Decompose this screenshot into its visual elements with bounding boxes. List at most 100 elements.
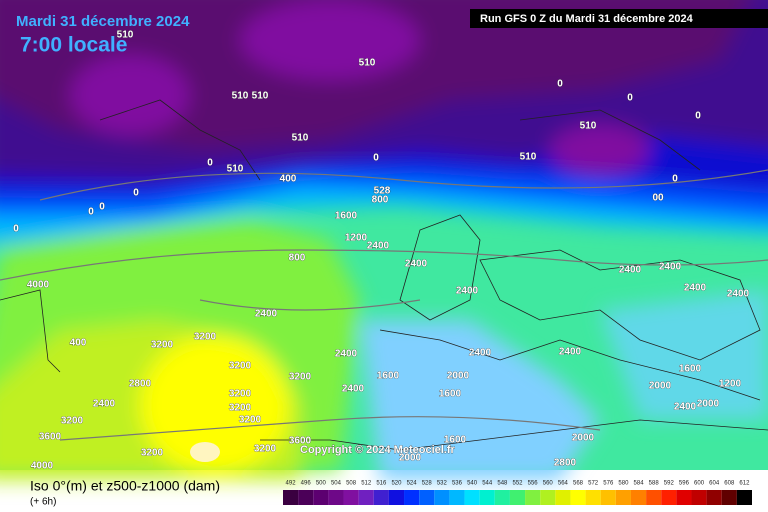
time-title: 7:00 locale xyxy=(20,34,127,57)
contour-label: 800 xyxy=(289,253,306,264)
contour-label: 1200 xyxy=(719,379,742,390)
legend-label: 576 xyxy=(603,481,614,487)
contour-label: 510 xyxy=(117,30,134,41)
legend-swatch xyxy=(419,490,435,505)
contour-label: 3200 xyxy=(229,361,252,372)
legend-label: 540 xyxy=(467,481,478,487)
legend-label: 548 xyxy=(497,481,508,487)
contour-label: 1600 xyxy=(335,211,358,222)
color-legend: 492 496 500 504 508 512 516 520 524 528 532 536 540 5… xyxy=(283,481,752,505)
legend-label: 528 xyxy=(422,481,433,487)
contour-label: 3200 xyxy=(289,372,312,383)
contour-label: 2400 xyxy=(335,349,358,360)
contour-label: 2000 xyxy=(572,433,595,444)
contour-label: 3200 xyxy=(229,389,252,400)
contour-label: 3200 xyxy=(61,416,84,427)
run-box xyxy=(470,9,768,28)
contour-label: 3200 xyxy=(239,415,262,426)
contour-label: 2400 xyxy=(469,348,492,359)
contour-label: 510 xyxy=(292,133,309,144)
contour-label: 510 xyxy=(580,121,597,132)
contour-label: 2400 xyxy=(619,265,642,276)
run-info: Run GFS 0 Z du Mardi 31 décembre 2024 xyxy=(480,13,694,25)
legend-swatch xyxy=(464,490,480,505)
date-title: Mardi 31 décembre 2024 xyxy=(16,13,190,30)
contour-label: 2400 xyxy=(342,384,365,395)
contour-label: 400 xyxy=(70,338,87,349)
legend-label: 600 xyxy=(694,481,705,487)
legend-label: 572 xyxy=(588,481,599,487)
map-background xyxy=(0,0,768,480)
legend-label: 584 xyxy=(634,481,645,487)
contour-label: 2400 xyxy=(559,347,582,358)
legend-label: 500 xyxy=(316,481,327,487)
contour-label: 4000 xyxy=(31,461,54,472)
contour-label: 2000 xyxy=(649,381,672,392)
contour-label: 2400 xyxy=(367,241,390,252)
contour-label: 400 xyxy=(280,174,297,185)
contour-label: 2400 xyxy=(93,399,116,410)
contour-label: 3200 xyxy=(141,448,164,459)
legend-swatch xyxy=(570,490,586,505)
contour-label: 0 xyxy=(373,153,379,164)
contour-label: 2400 xyxy=(684,283,707,294)
contour-line xyxy=(0,169,768,441)
contour-label: 1600 xyxy=(439,389,462,400)
legend-label: 612 xyxy=(739,481,750,487)
contour-label: 1600 xyxy=(679,364,702,375)
legend-swatch xyxy=(646,490,662,505)
contour-label: 510 xyxy=(227,164,244,175)
legend-swatch xyxy=(585,490,601,505)
legend-label: 552 xyxy=(512,481,523,487)
legend-swatch xyxy=(555,490,571,505)
contour-label: 4000 xyxy=(27,280,50,291)
legend-swatch xyxy=(691,490,707,505)
contour-label: 510 xyxy=(359,58,376,69)
contour-label: 1600 xyxy=(377,371,400,382)
contour-label: 510 xyxy=(232,91,249,102)
contour-label: 800 xyxy=(372,195,389,206)
contour-label: 0 xyxy=(13,224,19,235)
contour-label: 528 xyxy=(374,186,391,197)
legend-swatch xyxy=(298,490,314,505)
contour-label: 2000 xyxy=(399,453,422,464)
contour-label: 2400 xyxy=(727,289,750,300)
legend-label: 524 xyxy=(407,481,418,487)
contour-label: 2400 xyxy=(674,402,697,413)
yellow-spot xyxy=(190,442,220,462)
legend-swatch xyxy=(343,490,359,505)
legend-swatch xyxy=(525,490,541,505)
legend-swatch xyxy=(479,490,495,505)
legend-swatch xyxy=(494,490,510,505)
legend-swatch xyxy=(600,490,616,505)
legend-label: 588 xyxy=(649,481,660,487)
legend-label: 568 xyxy=(573,481,584,487)
legend-label: 608 xyxy=(724,481,735,487)
legend-label: 592 xyxy=(664,481,675,487)
legend-label: 508 xyxy=(346,481,357,487)
contour-label: 510 xyxy=(520,152,537,163)
legend-swatch xyxy=(509,490,526,505)
legend-swatch xyxy=(661,490,677,505)
legend-swatch xyxy=(373,490,389,505)
legend-swatch xyxy=(630,490,647,505)
contour-label: 3600 xyxy=(289,436,312,447)
coastline xyxy=(0,99,768,451)
footer-title: Iso 0°(m) et z500-z1000 (dam) xyxy=(30,478,220,494)
contour-label: 3200 xyxy=(229,403,252,414)
legend-label: 596 xyxy=(679,481,690,487)
footer-step: (+ 6h) xyxy=(30,497,56,508)
legend-label: 504 xyxy=(331,481,342,487)
contour-label: 2000 xyxy=(697,399,720,410)
legend-swatch xyxy=(449,490,465,505)
contour-label: 2400 xyxy=(405,259,428,270)
legend-swatch xyxy=(736,490,752,505)
legend-swatch xyxy=(434,490,450,505)
legend-label: 556 xyxy=(528,481,539,487)
legend-swatch xyxy=(404,490,420,505)
contour-label: 2400 xyxy=(255,309,278,320)
contour-label: 2400 xyxy=(456,286,479,297)
legend-swatch xyxy=(283,490,299,505)
